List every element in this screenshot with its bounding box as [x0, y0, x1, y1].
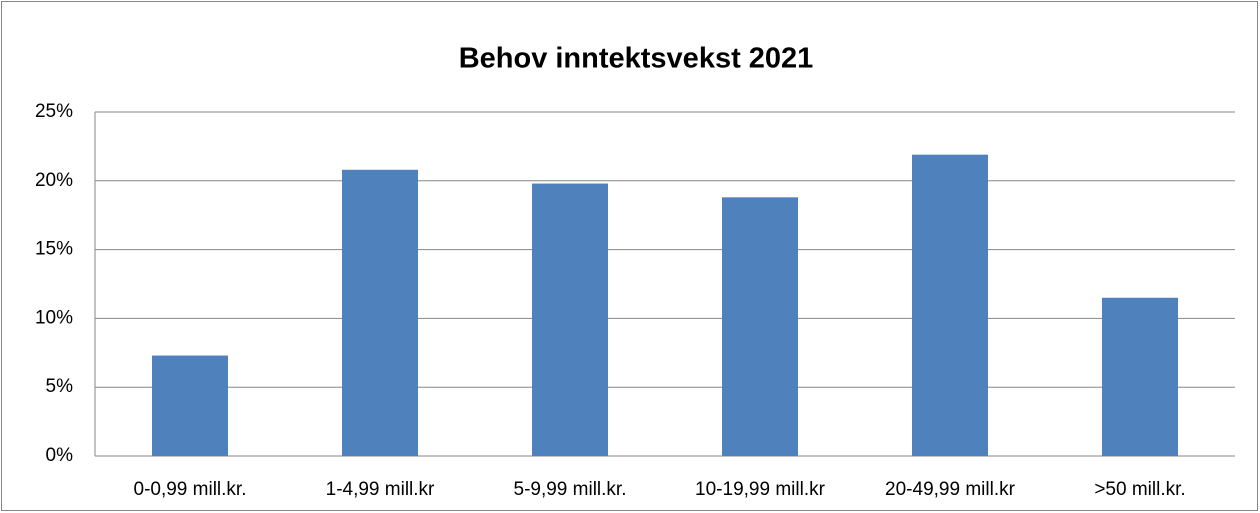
x-tick-label: 0-0,99 mill.kr.: [134, 479, 247, 500]
y-tick-label: 15%: [35, 239, 73, 260]
y-tick-label: 10%: [35, 307, 73, 328]
y-tick-label: 0%: [46, 445, 74, 466]
y-tick-label: 20%: [35, 170, 73, 191]
y-tick-label: 5%: [46, 376, 74, 397]
bar: [722, 197, 798, 456]
bar: [1102, 297, 1178, 456]
chart-title: Behov inntektsvekst 2021: [459, 43, 814, 75]
bar: [532, 183, 608, 456]
bar: [912, 154, 988, 456]
x-tick-label: >50 mill.kr.: [1094, 479, 1185, 500]
bar: [342, 169, 418, 457]
x-tick-label: 5-9,99 mill.kr.: [514, 479, 627, 500]
x-tick-label: 1-4,99 mill.kr: [326, 479, 435, 500]
x-tick-label: 20-49,99 mill.kr: [885, 479, 1016, 500]
y-tick-label: 25%: [35, 101, 73, 122]
bar: [152, 355, 228, 456]
x-tick-label: 10-19,99 mill.kr: [695, 479, 826, 500]
